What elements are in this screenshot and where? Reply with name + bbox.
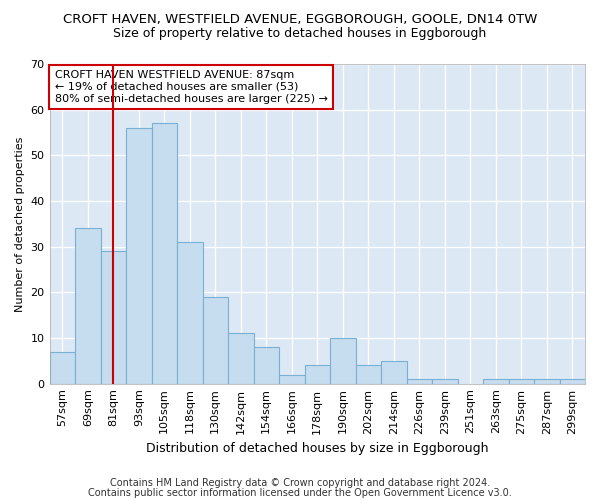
- Text: CROFT HAVEN WESTFIELD AVENUE: 87sqm
← 19% of detached houses are smaller (53)
80: CROFT HAVEN WESTFIELD AVENUE: 87sqm ← 19…: [55, 70, 328, 104]
- Bar: [75, 228, 101, 384]
- Bar: [177, 242, 203, 384]
- X-axis label: Distribution of detached houses by size in Eggborough: Distribution of detached houses by size …: [146, 442, 488, 455]
- Bar: [203, 297, 228, 384]
- Bar: [407, 379, 432, 384]
- Bar: [509, 379, 534, 384]
- Bar: [101, 251, 126, 384]
- Text: CROFT HAVEN, WESTFIELD AVENUE, EGGBOROUGH, GOOLE, DN14 0TW: CROFT HAVEN, WESTFIELD AVENUE, EGGBOROUG…: [63, 12, 537, 26]
- Bar: [483, 379, 509, 384]
- Bar: [305, 366, 330, 384]
- Bar: [126, 128, 152, 384]
- Bar: [560, 379, 585, 384]
- Bar: [534, 379, 560, 384]
- Text: Size of property relative to detached houses in Eggborough: Size of property relative to detached ho…: [113, 28, 487, 40]
- Y-axis label: Number of detached properties: Number of detached properties: [15, 136, 25, 312]
- Bar: [50, 352, 75, 384]
- Bar: [432, 379, 458, 384]
- Bar: [279, 374, 305, 384]
- Bar: [152, 124, 177, 384]
- Text: Contains HM Land Registry data © Crown copyright and database right 2024.: Contains HM Land Registry data © Crown c…: [110, 478, 490, 488]
- Bar: [356, 366, 381, 384]
- Bar: [254, 347, 279, 384]
- Bar: [381, 361, 407, 384]
- Bar: [228, 334, 254, 384]
- Bar: [330, 338, 356, 384]
- Text: Contains public sector information licensed under the Open Government Licence v3: Contains public sector information licen…: [88, 488, 512, 498]
